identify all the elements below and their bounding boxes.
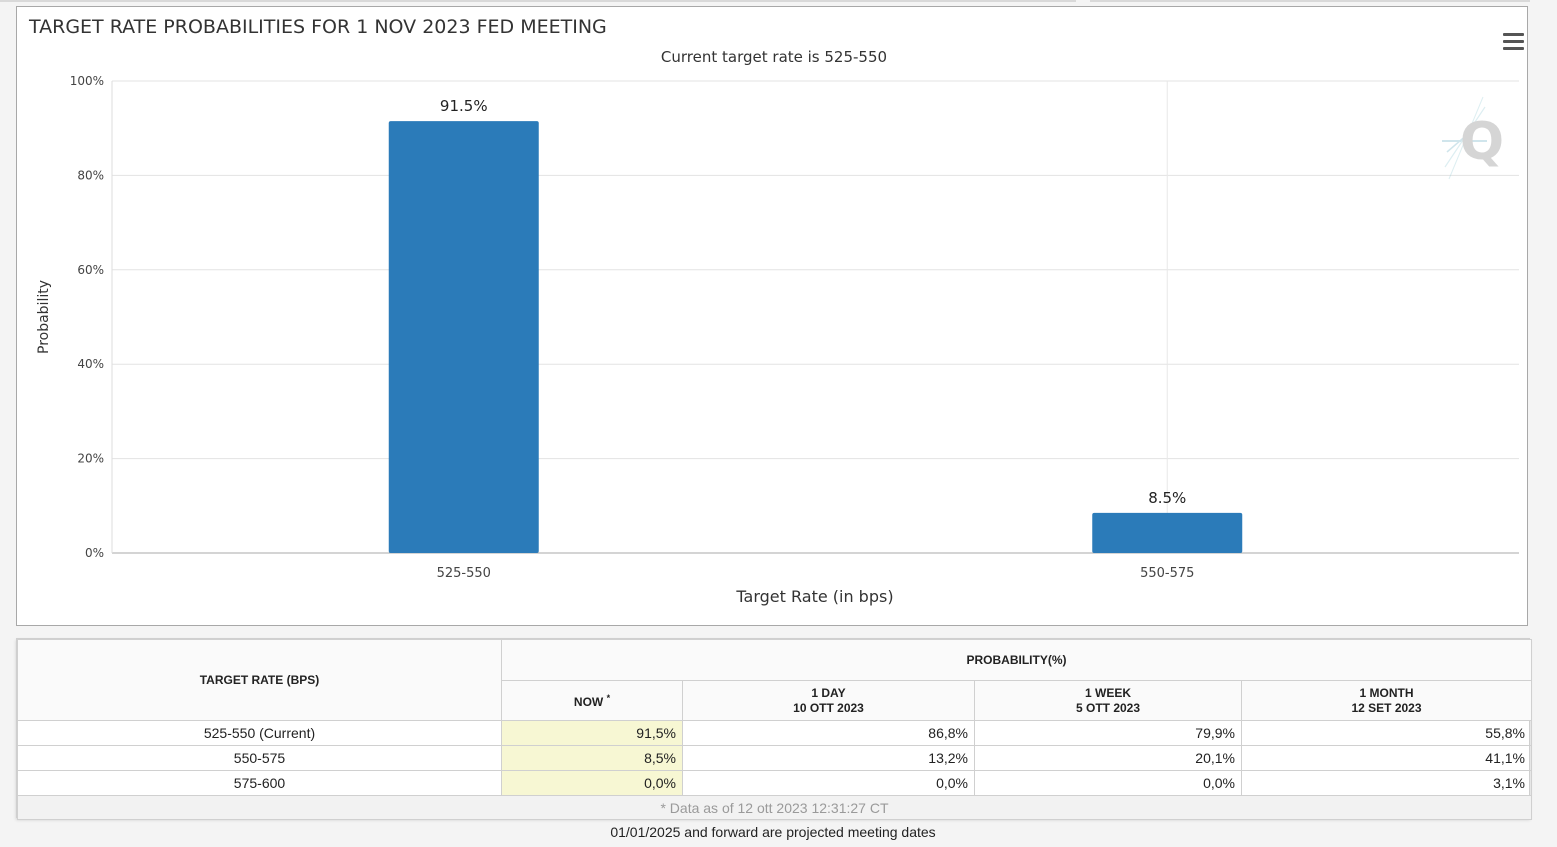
top-divider — [1090, 0, 1530, 2]
now-asterisk: * — [606, 693, 611, 703]
menu-icon — [1502, 32, 1524, 36]
chart-panel: TARGET RATE PROBABILITIES FOR 1 NOV 2023… — [16, 6, 1528, 626]
bars: 91.5% 8.5% — [388, 97, 1243, 554]
rate-cell: 575-600 — [17, 770, 502, 796]
rate-cell: 525-550 (Current) — [17, 720, 502, 746]
month-cell: 55,8% — [1241, 720, 1532, 746]
y-tick-label: 20% — [77, 452, 104, 466]
chart-title: TARGET RATE PROBABILITIES FOR 1 NOV 2023… — [28, 16, 607, 38]
day-cell: 86,8% — [682, 720, 975, 746]
month-date: 12 SET 2023 — [1351, 700, 1422, 715]
now-cell: 91,5% — [501, 720, 683, 746]
y-tick-label: 100% — [70, 74, 104, 88]
now-label: NOW — [573, 695, 604, 709]
x-tick-label: 525-550 — [437, 566, 491, 581]
watermark-letter: Q — [1460, 112, 1504, 172]
menu-icon — [1502, 39, 1524, 43]
x-axis-ticks: 525-550 550-575 — [437, 566, 1195, 581]
probability-table-panel: TARGET RATE (BPS) PROBABILITY(%) NOW * 1… — [16, 638, 1532, 820]
probability-table: TARGET RATE (BPS) PROBABILITY(%) NOW * 1… — [17, 639, 1532, 820]
month-label: 1 MONTH — [1359, 685, 1414, 700]
month-cell: 41,1% — [1241, 745, 1532, 771]
now-column-header: NOW * — [501, 680, 683, 721]
week-cell: 0,0% — [974, 770, 1242, 796]
menu-icon — [1502, 46, 1524, 50]
y-tick-label: 80% — [77, 168, 104, 182]
bar — [1092, 512, 1243, 553]
day-cell: 13,2% — [682, 745, 975, 771]
now-cell: 0,0% — [501, 770, 683, 796]
x-axis-label: Target Rate (in bps) — [735, 587, 893, 606]
grid-lines — [111, 80, 1519, 554]
projected-dates-note: 01/01/2025 and forward are projected mee… — [610, 824, 936, 840]
y-axis-ticks: 0% 20% 40% 60% 80% 100% — [70, 74, 104, 560]
probability-header: PROBABILITY(%) — [501, 639, 1532, 681]
week-label: 1 WEEK — [1084, 685, 1131, 700]
top-divider — [0, 0, 1076, 2]
y-tick-label: 0% — [85, 546, 104, 560]
month-cell: 3,1% — [1241, 770, 1532, 796]
day-label: 1 DAY — [811, 685, 846, 700]
day-column-header: 1 DAY 10 OTT 2023 — [682, 680, 975, 721]
month-column-header: 1 MONTH 12 SET 2023 — [1241, 680, 1532, 721]
x-tick-label: 550-575 — [1140, 566, 1194, 581]
week-date: 5 OTT 2023 — [1075, 700, 1141, 715]
bar — [388, 121, 539, 554]
day-cell: 0,0% — [682, 770, 975, 796]
watermark-logo: Q — [1442, 96, 1504, 180]
table-row: 525-550 (Current) 91,5% 86,8% 79,9% 55,8… — [17, 720, 1532, 746]
week-cell: 20,1% — [974, 745, 1242, 771]
table-row: 550-575 8,5% 13,2% 20,1% 41,1% — [17, 745, 1532, 771]
day-date: 10 OTT 2023 — [793, 700, 864, 715]
data-timestamp-note: * Data as of 12 ott 2023 12:31:27 CT — [17, 795, 1532, 820]
y-tick-label: 40% — [77, 357, 104, 371]
y-axis-label: Probability — [36, 280, 52, 354]
now-cell: 8,5% — [501, 745, 683, 771]
y-tick-label: 60% — [77, 263, 104, 277]
rate-column-header: TARGET RATE (BPS) — [17, 639, 502, 721]
bar-chart: TARGET RATE PROBABILITIES FOR 1 NOV 2023… — [28, 16, 1519, 606]
bar-data-label: 91.5% — [440, 97, 488, 115]
week-cell: 79,9% — [974, 720, 1242, 746]
table-row: 575-600 0,0% 0,0% 0,0% 3,1% — [17, 770, 1532, 796]
week-column-header: 1 WEEK 5 OTT 2023 — [974, 680, 1242, 721]
chart-subtitle: Current target rate is 525-550 — [661, 48, 887, 66]
bar-data-label: 8.5% — [1148, 489, 1186, 507]
chart-menu-button[interactable] — [1499, 27, 1527, 55]
rate-cell: 550-575 — [17, 745, 502, 771]
